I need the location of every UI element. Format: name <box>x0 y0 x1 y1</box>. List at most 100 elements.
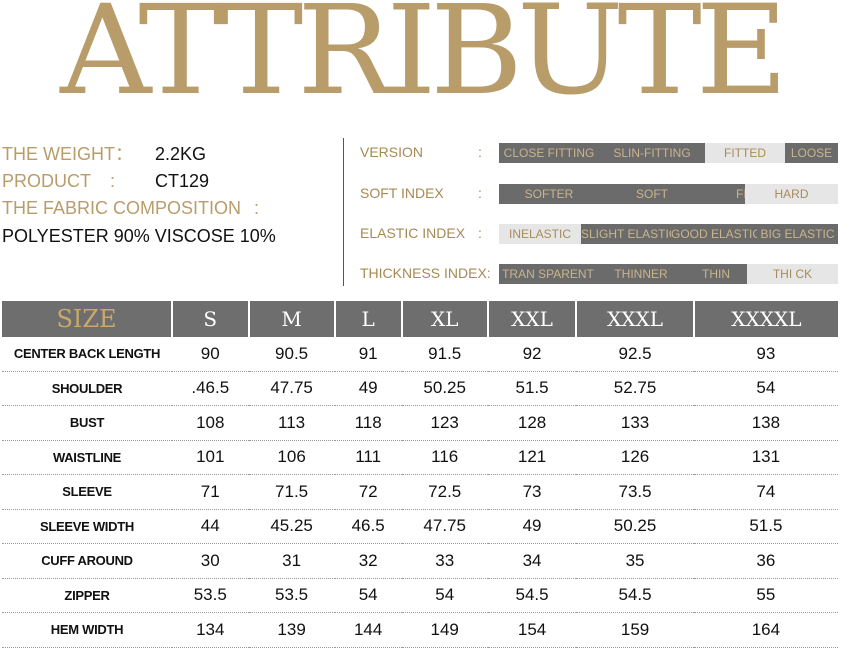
table-cell: 53.5 <box>172 578 249 613</box>
table-cell: 51.5 <box>487 371 577 406</box>
table-row: SLEEVE 71 71.5 72 72.5 73 73.5 74 <box>2 474 838 510</box>
attr-option: TRAN SPARENT <box>499 264 597 284</box>
row-label: BUST <box>2 405 172 441</box>
attr-scale: TRAN SPARENT THINNER THIN THI CK <box>499 264 838 284</box>
table-cell: 108 <box>172 405 249 441</box>
attr-label: ELASTIC INDEX <box>360 225 466 241</box>
row-label: ZIPPER <box>2 578 172 613</box>
fabric-colon: : <box>254 198 260 218</box>
attr-colon: : <box>478 185 482 201</box>
size-header: SIZE <box>2 301 172 337</box>
table-row: SLEEVE WIDTH 44 45.25 46.5 47.75 49 50.25 51.5 <box>2 509 838 544</box>
size-column-header: M <box>247 301 335 337</box>
table-cell: 139 <box>248 612 335 648</box>
table-cell: 91 <box>334 337 402 372</box>
table-cell: 128 <box>487 405 577 441</box>
table-cell: 159 <box>576 612 694 648</box>
table-cell: 126 <box>576 440 694 475</box>
table-cell: 54.5 <box>576 578 694 613</box>
table-cell: 138 <box>693 405 838 441</box>
table-cell: 49 <box>334 371 402 406</box>
table-cell: 90 <box>172 337 249 372</box>
table-cell: 123 <box>401 405 488 441</box>
attr-option: HARD <box>745 184 838 204</box>
table-row: SHOULDER .46.5 47.75 49 50.25 51.5 52.75 54 <box>2 371 838 406</box>
table-cell: 44 <box>172 509 249 544</box>
table-cell: 113 <box>248 405 335 441</box>
table-row: CUFF AROUND 30 31 32 33 34 35 36 <box>2 543 838 579</box>
divider <box>343 138 344 286</box>
table-cell: 31 <box>248 543 335 579</box>
attr-label: THICKNESS INDEX: <box>360 265 491 281</box>
table-cell: 49 <box>487 509 577 544</box>
table-cell: 35 <box>576 543 694 579</box>
table-cell: 54 <box>401 578 488 613</box>
table-cell: 53.5 <box>248 578 335 613</box>
weight-row: THE WEIGHT： 2.2KG <box>2 143 206 165</box>
attr-option: FITTED <box>705 143 785 163</box>
size-column-header: XL <box>400 301 488 337</box>
table-cell: 55 <box>693 578 838 613</box>
table-cell: 46.5 <box>334 509 402 544</box>
table-cell: 93 <box>693 337 838 372</box>
row-label: HEM WIDTH <box>2 612 172 648</box>
row-label: SLEEVE WIDTH <box>2 509 172 544</box>
table-row: CENTER BACK LENGTH 90 90.5 91 91.5 92 92.5 93 <box>2 337 838 372</box>
table-cell: 50.25 <box>401 371 488 406</box>
attr-label: VERSION <box>360 144 424 160</box>
page-title: ATTRIBUTE <box>60 0 788 123</box>
table-cell: 121 <box>487 440 577 475</box>
attr-option: THI CK <box>747 264 838 284</box>
size-column-header: XXXXL <box>692 301 838 337</box>
size-column-header: L <box>333 301 402 337</box>
size-column-header: XXL <box>486 301 577 337</box>
attr-option: SLIGHT ELASTIC <box>581 224 677 244</box>
table-cell: 111 <box>334 440 402 475</box>
table-cell: 134 <box>172 612 249 648</box>
table-cell: 33 <box>401 543 488 579</box>
size-column-header: XXXL <box>575 301 694 337</box>
table-cell: 92.5 <box>576 337 694 372</box>
table-cell: 71.5 <box>248 474 335 510</box>
table-row: BUST 108 113 118 123 128 133 138 <box>2 405 838 441</box>
product-colon: : <box>110 171 116 191</box>
table-cell: .46.5 <box>172 371 249 406</box>
row-label: SHOULDER <box>2 371 172 406</box>
attr-option: INELASTIC <box>499 224 581 244</box>
table-cell: 90.5 <box>248 337 335 372</box>
size-table: SIZE S M L XL XXL XXXL XXXXL CENTER BACK LENGTH… <box>2 301 838 648</box>
row-label: CUFF AROUND <box>2 543 172 579</box>
table-cell: 101 <box>172 440 249 475</box>
table-cell: 92 <box>487 337 577 372</box>
table-cell: 47.75 <box>248 371 335 406</box>
attr-colon: : <box>478 144 482 160</box>
table-cell: 54.5 <box>487 578 577 613</box>
table-cell: 131 <box>693 440 838 475</box>
table-cell: 52.75 <box>576 371 694 406</box>
table-cell: 72 <box>334 474 402 510</box>
table-cell: 149 <box>401 612 488 648</box>
table-cell: 74 <box>693 474 838 510</box>
fabric-label: THE FABRIC COMPOSITION <box>2 198 242 218</box>
table-cell: 116 <box>401 440 488 475</box>
table-cell: 71 <box>172 474 249 510</box>
attr-option: BIG ELASTIC <box>757 224 838 244</box>
table-cell: 72.5 <box>401 474 488 510</box>
attr-option: CLOSE FITTING <box>499 143 599 163</box>
table-cell: 50.25 <box>576 509 694 544</box>
product-label: PRODUCT <box>2 171 91 191</box>
attr-option: SOFT <box>599 184 705 204</box>
table-cell: 73.5 <box>576 474 694 510</box>
table-cell: 54 <box>693 371 838 406</box>
attr-option: SOFTER <box>499 184 599 204</box>
attr-colon: : <box>478 225 482 241</box>
attr-option: GOOD ELASTIC <box>671 224 761 244</box>
table-cell: 45.25 <box>248 509 335 544</box>
row-label: CENTER BACK LENGTH <box>2 337 172 372</box>
table-cell: 47.75 <box>401 509 488 544</box>
attr-scale: INELASTIC SLIGHT ELASTIC GOOD ELASTIC BIG E… <box>499 224 838 244</box>
product-row: PRODUCT : CT129 <box>2 170 209 192</box>
table-cell: 154 <box>487 612 577 648</box>
table-cell: 91.5 <box>401 337 488 372</box>
table-cell: 118 <box>334 405 402 441</box>
